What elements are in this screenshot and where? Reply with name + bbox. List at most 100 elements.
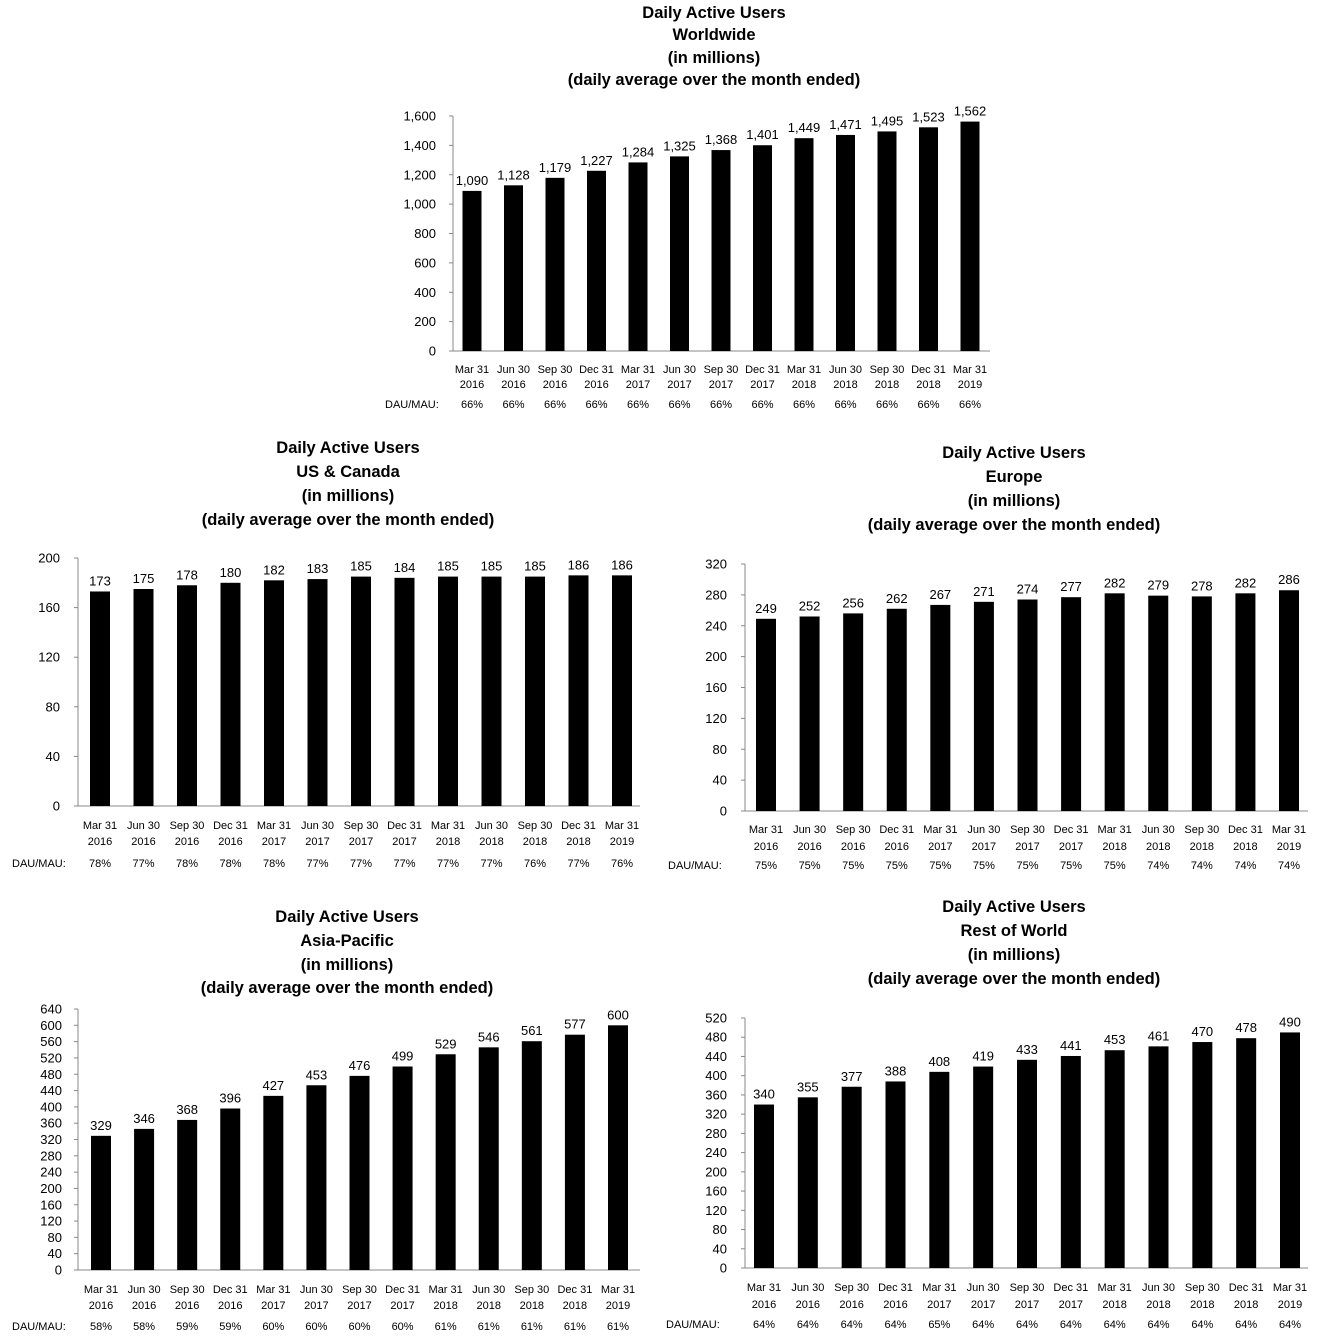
bar — [177, 585, 197, 806]
bar — [841, 1086, 862, 1268]
x-tick-label: Dec 31 — [879, 824, 914, 836]
x-tick-label-year: 2017 — [262, 836, 286, 848]
x-tick-label-year: 2016 — [839, 1299, 863, 1311]
data-label: 182 — [263, 562, 285, 577]
dau-mau-value: 78% — [219, 858, 241, 870]
bar — [504, 185, 523, 351]
dau-mau-value: 64% — [972, 1319, 994, 1331]
chart-asia-pacific: Daily Active Users Asia-Pacific (in millio… — [12, 908, 640, 1333]
bar — [462, 190, 482, 351]
dau-mau-value: 66% — [834, 399, 856, 411]
bar — [90, 591, 110, 806]
x-tick-label-year: 2018 — [479, 836, 503, 848]
x-tick-label-year: 2016 — [885, 841, 909, 853]
bar — [797, 1097, 818, 1268]
y-tick-label: 200 — [705, 649, 727, 664]
x-tick-label-year: 2018 — [436, 836, 460, 848]
y-tick-label: 200 — [414, 314, 436, 329]
x-tick-label: Mar 31 — [621, 364, 655, 376]
chart-title-line: Asia-Pacific — [300, 932, 394, 950]
data-label: 286 — [1278, 572, 1300, 587]
x-tick-label-year: 2016 — [501, 379, 525, 391]
x-tick-label-year: 2016 — [88, 836, 112, 848]
chart-worldwide: Daily Active Users Worldwide (in millions)… — [385, 4, 990, 411]
dau-mau-value: 76% — [524, 858, 546, 870]
y-tick-label: 40 — [713, 773, 727, 788]
data-label: 282 — [1235, 575, 1257, 590]
x-tick-label: Dec 31 — [1054, 824, 1089, 836]
x-tick-label: Sep 30 — [170, 820, 205, 832]
x-tick-label-year: 2019 — [1277, 841, 1301, 853]
chart-title-line: Europe — [986, 468, 1043, 486]
dau-mau-value: 64% — [1060, 1319, 1082, 1331]
y-tick-label: 600 — [414, 255, 436, 270]
y-tick-label: 480 — [705, 1030, 727, 1045]
dau-mau-value: 64% — [1279, 1319, 1301, 1331]
bar — [753, 145, 772, 351]
bar — [1279, 590, 1299, 811]
data-label: 1,495 — [871, 113, 904, 128]
x-tick-label: Sep 30 — [342, 1284, 377, 1296]
y-tick-label: 560 — [40, 1034, 62, 1049]
x-tick-label: Sep 30 — [1185, 1282, 1220, 1294]
x-tick-label: Sep 30 — [1010, 1282, 1045, 1294]
x-tick-label: Mar 31 — [84, 1284, 118, 1296]
y-tick-label: 0 — [53, 799, 60, 814]
bar — [612, 575, 632, 806]
x-tick-label-year: 2016 — [132, 1300, 156, 1312]
y-tick-label: 480 — [40, 1067, 62, 1082]
dau-mau-value: 74% — [1278, 860, 1300, 872]
x-tick-label: Mar 31 — [1098, 824, 1132, 836]
bar — [525, 576, 545, 806]
bar — [220, 582, 241, 806]
x-tick-label-year: 2017 — [1059, 1299, 1083, 1311]
x-tick-label: Sep 30 — [1184, 824, 1219, 836]
chart-title-line: US & Canada — [296, 463, 400, 481]
x-tick-label: Jun 30 — [793, 824, 826, 836]
data-label: 186 — [568, 557, 590, 572]
x-tick-label: Dec 31 — [385, 1284, 420, 1296]
dau-mau-label: DAU/MAU: — [668, 860, 722, 872]
y-tick-label: 280 — [705, 587, 727, 602]
y-tick-label: 400 — [40, 1099, 62, 1114]
data-label: 433 — [1016, 1042, 1038, 1057]
y-tick-label: 240 — [705, 1145, 727, 1160]
data-label: 396 — [219, 1091, 241, 1106]
x-tick-label-year: 2018 — [833, 379, 857, 391]
dau-mau-value: 75% — [755, 860, 777, 872]
y-tick-label: 440 — [40, 1083, 62, 1098]
x-tick-label-year: 2018 — [916, 379, 940, 391]
y-tick-label: 40 — [48, 1246, 62, 1261]
bar — [1104, 593, 1125, 811]
bar — [843, 613, 864, 811]
data-label: 277 — [1060, 579, 1082, 594]
x-tick-label-year: 2017 — [971, 1299, 995, 1311]
x-tick-label-year: 2018 — [875, 379, 899, 391]
chart-title-line: (daily average over the month ended) — [201, 979, 494, 997]
x-tick-label: Jun 30 — [301, 820, 334, 832]
y-tick-label: 120 — [40, 1214, 62, 1229]
x-tick-label-year: 2016 — [175, 836, 199, 848]
y-tick-label: 640 — [40, 1002, 62, 1017]
dau-mau-value: 64% — [1235, 1319, 1257, 1331]
x-tick-label-year: 2017 — [349, 836, 373, 848]
x-tick-label: Jun 30 — [127, 820, 160, 832]
data-label: 180 — [220, 565, 242, 580]
bar — [568, 575, 589, 806]
bar — [220, 1108, 241, 1270]
bar — [877, 131, 897, 351]
data-label: 1,449 — [788, 120, 821, 135]
bar — [351, 576, 371, 806]
x-tick-label: Mar 31 — [429, 1284, 463, 1296]
x-tick-label: Mar 31 — [83, 820, 117, 832]
data-label: 427 — [262, 1078, 284, 1093]
bar — [1104, 1050, 1125, 1268]
bar — [885, 1081, 906, 1268]
x-tick-label-year: 2017 — [750, 379, 774, 391]
data-label: 561 — [521, 1023, 543, 1038]
x-tick-label: Jun 30 — [475, 820, 508, 832]
x-tick-label: Dec 31 — [213, 820, 248, 832]
dau-mau-value: 66% — [627, 399, 649, 411]
x-tick-label: Mar 31 — [605, 820, 639, 832]
bar — [836, 134, 855, 351]
